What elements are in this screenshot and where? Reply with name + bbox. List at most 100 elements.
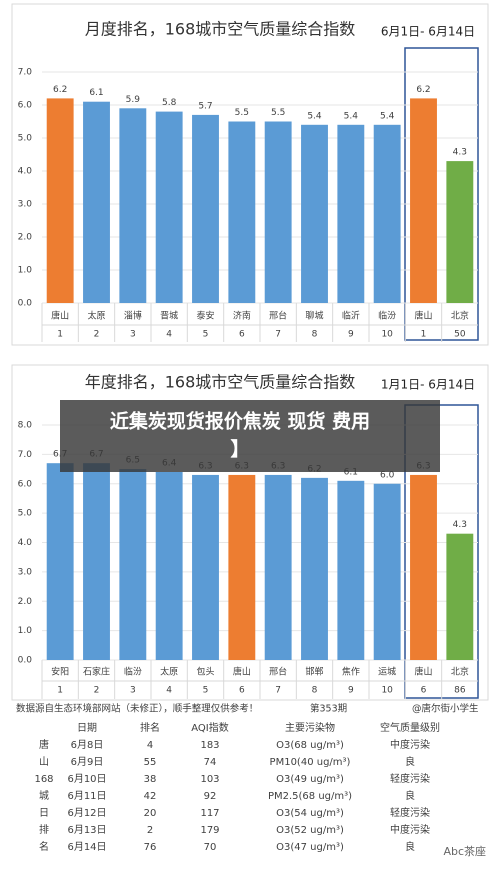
table-side: 排 [39,823,49,836]
bar [337,124,365,303]
y-tick-label: 4.0 [18,538,33,548]
table-cell: 55 [144,757,157,768]
bar [228,474,256,660]
bar [373,483,401,660]
rank-label: 1 [57,330,63,340]
rank-label: 8 [312,686,318,696]
value-label: 5.7 [198,101,212,111]
rank-label: 4 [166,330,172,340]
table-cell: 103 [200,774,219,785]
table-cell: 20 [144,808,157,819]
bar [228,121,256,303]
table-cell: 轻度污染 [390,806,430,819]
x-tick-label: 太原 [87,310,105,322]
bar [301,124,328,303]
y-tick-label: 5.0 [18,509,33,519]
table-cell: 6月11日 [67,790,106,802]
value-label: 5.8 [162,98,177,108]
table-header: 空气质量级别 [380,721,440,734]
rank-label: 3 [130,330,136,340]
bar [264,474,292,660]
author: @唐尔街小学生 [412,703,479,715]
x-tick-label: 邢台 [269,310,287,322]
x-tick-label: 临沂 [342,310,360,322]
value-label: 6.0 [380,470,395,480]
y-tick-label: 3.0 [18,200,33,210]
x-tick-label: 唐山 [233,666,251,678]
y-tick-label: 0.0 [18,299,33,309]
x-tick-label: 济南 [233,310,251,322]
bar [119,108,147,303]
y-tick-label: 6.0 [18,479,33,489]
x-tick-label: 唐山 [51,310,69,322]
y-tick-label: 4.0 [18,167,33,177]
chart-title: 年度排名，168城市空气质量综合指数 [85,373,356,392]
value-label: 5.5 [235,108,249,118]
table-cell: 轻度污染 [390,772,430,785]
overlay-box [60,400,440,472]
x-tick-label: 淄博 [124,310,142,322]
x-tick-label: 运城 [378,667,396,678]
value-label: 6.2 [53,85,67,95]
rank-label: 7 [275,330,281,340]
y-tick-label: 0.0 [18,656,33,666]
table-cell: 42 [144,791,157,802]
table-cell: O3(54 ug/m³) [276,808,344,819]
x-tick-label: 泰安 [196,310,214,322]
table-header: 日期 [77,722,97,734]
table-cell: PM10(40 ug/m³) [270,757,351,768]
table-cell: PM2.5(68 ug/m³) [268,791,352,802]
y-tick-label: 2.0 [18,233,33,243]
x-tick-label: 太原 [160,666,178,678]
table-cell: 6月9日 [71,756,104,768]
table-cell: 良 [405,840,415,853]
y-tick-label: 5.0 [18,134,33,144]
watermark: Abc茶座 [443,844,486,858]
bar [155,472,183,660]
rank-label: 2 [94,686,100,696]
rank-label: 10 [381,686,393,696]
table-header: AQI指数 [191,721,229,734]
table-cell: 6月13日 [67,824,106,836]
value-label: 4.3 [453,520,467,530]
value-label: 6.1 [344,467,358,477]
bar [410,98,437,304]
bar [83,101,110,303]
table-header: 排名 [140,721,160,734]
bar [410,474,437,660]
table-cell: 38 [144,774,157,785]
rank-label: 6 [421,686,427,696]
table-cell: 良 [405,755,415,768]
table-cell: O3(49 ug/m³) [276,774,344,785]
table-side: 城 [39,790,49,802]
bar [446,161,474,303]
overlay-text: 近集炭现货报价焦炭 现货 费用 [110,410,370,433]
x-tick-label: 北京 [451,310,469,322]
table-cell: 良 [405,789,415,802]
value-label: 5.4 [344,111,359,121]
value-label: 6.2 [416,85,430,95]
chart-title: 月度排名，168城市空气质量综合指数 [85,20,356,39]
y-tick-label: 7.0 [18,68,33,78]
table-header: 主要污染物 [285,721,335,734]
x-tick-label: 邢台 [269,666,287,678]
rank-label: 5 [203,686,209,696]
rank-label: 3 [130,686,136,696]
y-tick-label: 7.0 [18,450,33,460]
table-cell: O3(68 ug/m³) [276,740,344,751]
bar [155,111,183,303]
bar [337,480,365,660]
table-cell: 70 [204,842,217,853]
table-cell: 6月8日 [71,739,104,751]
rank-label: 9 [348,330,354,340]
value-label: 5.4 [307,111,322,121]
chart-subtitle: 1月1日- 6月14日 [381,378,475,392]
x-tick-label: 安阳 [51,666,69,678]
table-side: 山 [39,756,49,768]
value-label: 5.4 [380,111,395,121]
rank-label: 6 [239,686,245,696]
bar [301,477,328,660]
table-cell: 92 [204,791,217,802]
bar [119,469,147,660]
